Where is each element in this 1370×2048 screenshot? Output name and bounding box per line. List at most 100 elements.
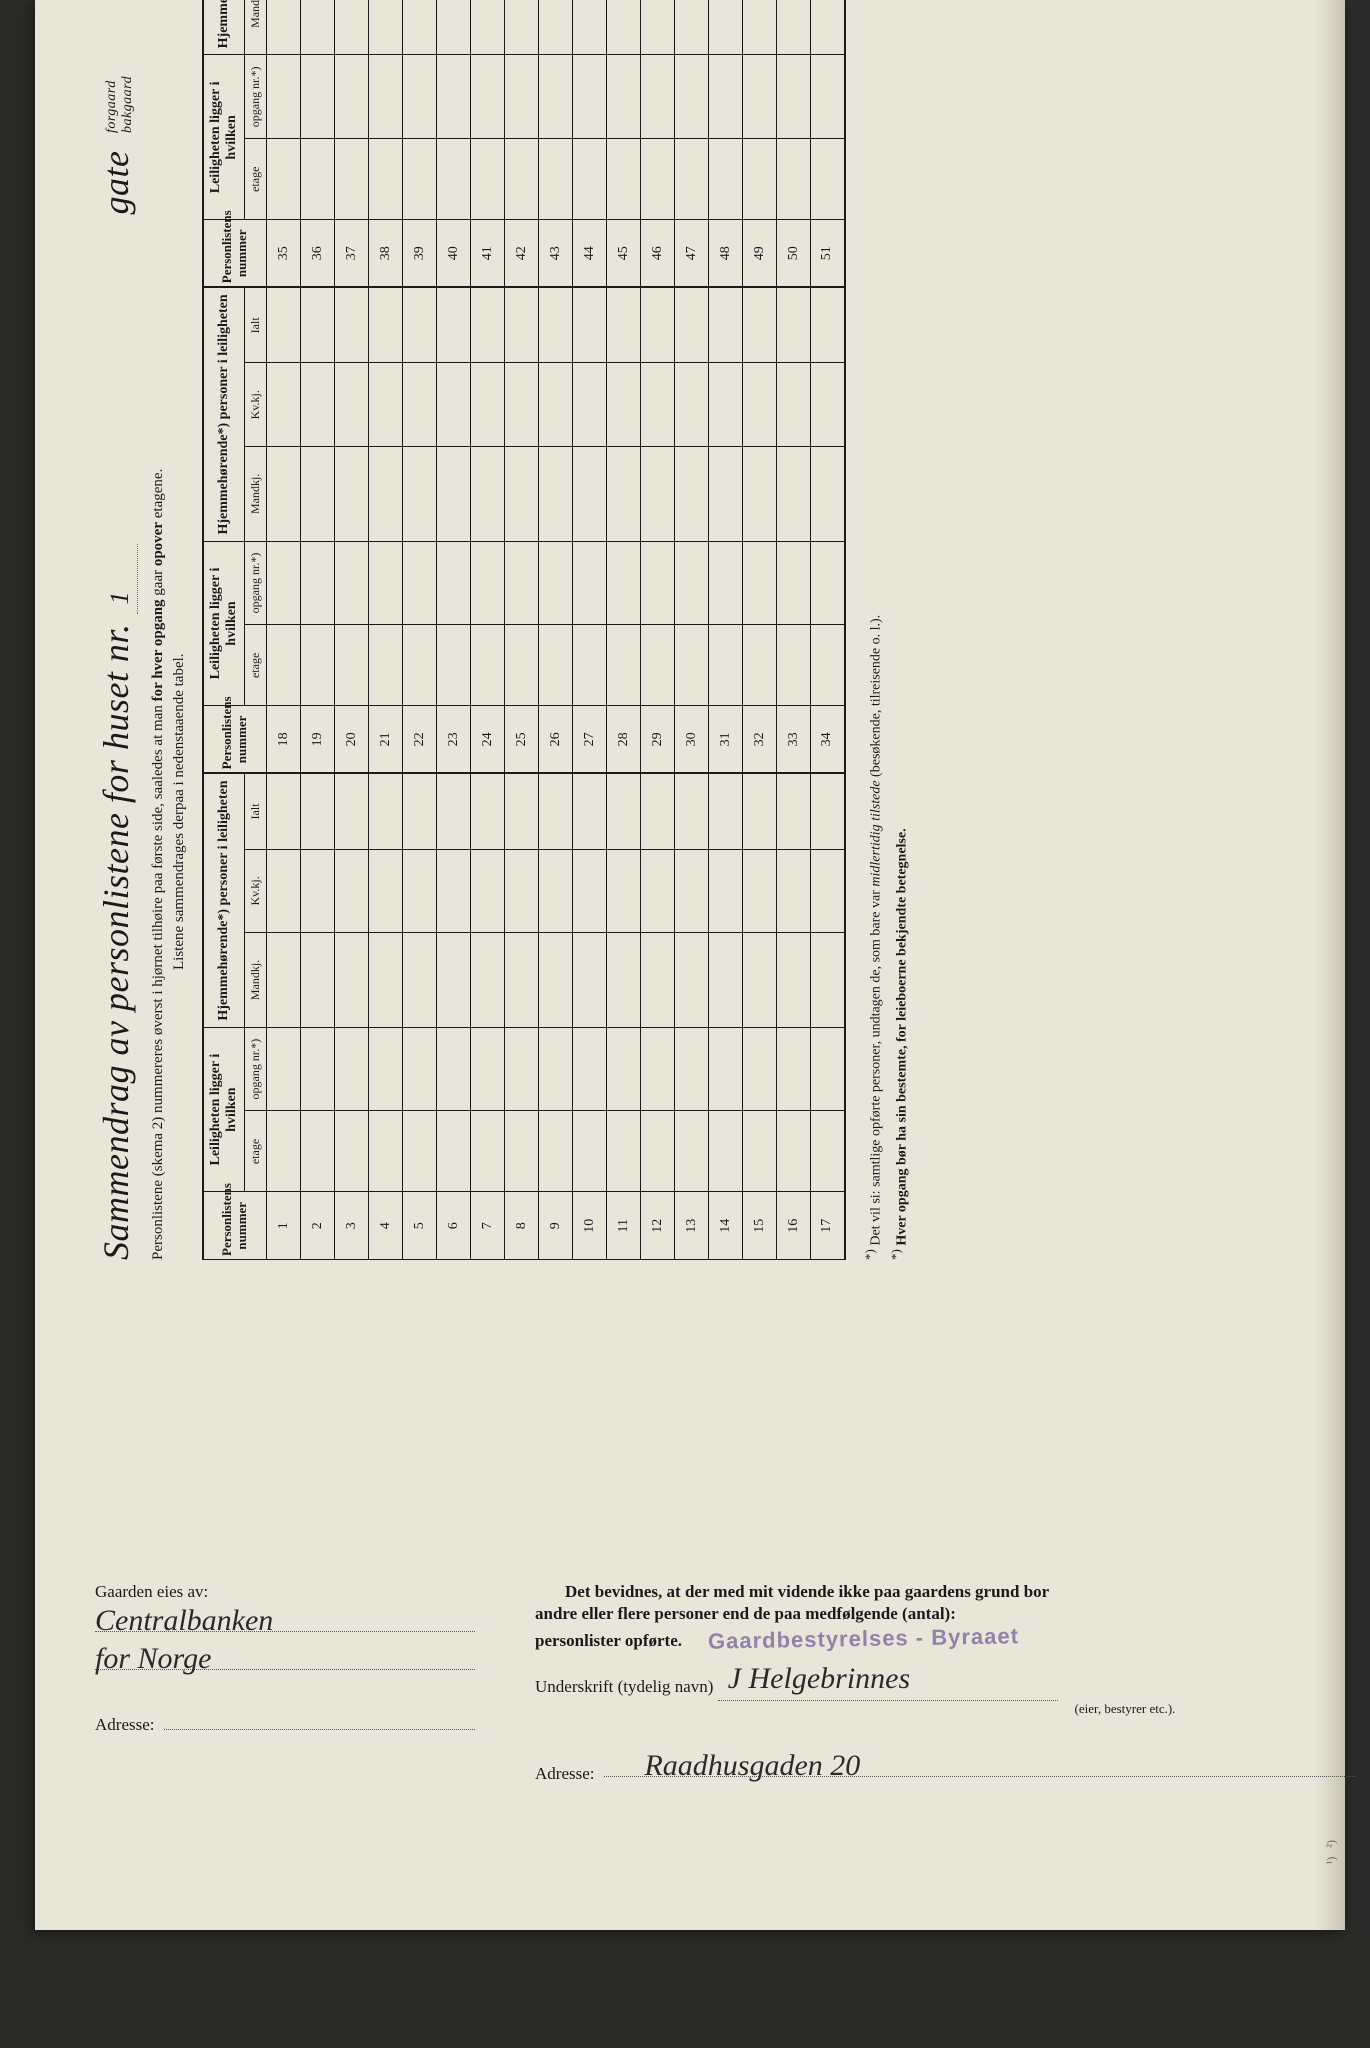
cell (777, 55, 811, 139)
th-opgang-3: opgang nr.*) (245, 55, 267, 139)
attest-line-3: personlister opførte. (535, 1631, 682, 1650)
cell (709, 1111, 743, 1192)
cell (607, 0, 641, 55)
cell (573, 0, 607, 55)
cell (811, 1027, 845, 1111)
cell (811, 139, 845, 220)
th-personlistens-nummer-3: Personlistens nummer (203, 220, 267, 288)
cell (369, 55, 403, 139)
fn1a: Det vil si: samtlige opførte personer, u… (868, 887, 883, 1246)
cell (777, 287, 811, 363)
cell (403, 287, 437, 363)
table-body: 1183521936320374213852239623407244182542… (267, 0, 845, 1260)
table-row: 143148 (709, 0, 743, 1260)
table-row: 163350 (777, 0, 811, 1260)
cell (369, 447, 403, 542)
cell (539, 933, 573, 1028)
cell (403, 849, 437, 933)
row-number: 13 (675, 1192, 709, 1260)
cell (539, 139, 573, 220)
cell (607, 1027, 641, 1111)
row-number: 31 (709, 706, 743, 774)
cell (811, 447, 845, 542)
row-number: 26 (539, 706, 573, 774)
cell (267, 0, 301, 55)
cell (437, 933, 471, 1028)
th-hjemmehorende-2: Hjemmehørende*) personer i leiligheten (203, 287, 245, 541)
cell (335, 0, 369, 55)
house-number-handwritten: 1 (105, 591, 134, 605)
cell (471, 447, 505, 542)
cell (437, 773, 471, 849)
th-personlistens-nummer-2: Personlistens nummer (203, 706, 267, 774)
cell (301, 1111, 335, 1192)
cell (301, 625, 335, 706)
row-number: 7 (471, 1192, 505, 1260)
cell (301, 541, 335, 625)
signature-field: J Helgebrinnes (718, 1666, 1058, 1701)
row-number: 50 (777, 220, 811, 288)
row-number: 41 (471, 220, 505, 288)
cell (811, 541, 845, 625)
cell (335, 55, 369, 139)
attest-address-label: Adresse: (535, 1764, 594, 1784)
table-row: 133047 (675, 0, 709, 1260)
cell (437, 55, 471, 139)
row-number: 11 (607, 1192, 641, 1260)
cell (743, 541, 777, 625)
cell (301, 55, 335, 139)
cell (709, 55, 743, 139)
cell (607, 55, 641, 139)
cell (403, 139, 437, 220)
th-mandkj-1: Mandkj. (245, 933, 267, 1028)
cell (743, 933, 777, 1028)
attest-line-2-text: andre eller flere personer end de paa me… (535, 1604, 956, 1623)
cell (607, 773, 641, 849)
house-number-field: 1 (95, 544, 138, 614)
cell (437, 849, 471, 933)
owner-line-1: Centralbanken (95, 1608, 475, 1632)
sub1a: Personlistene (skema 2) nummereres øvers… (150, 701, 166, 1260)
th-kvkj-1: Kv.kj. (245, 849, 267, 933)
table-row: 42138 (369, 0, 403, 1260)
cell (471, 933, 505, 1028)
owner-block: Gaarden eies av: Centralbanken for Norge… (95, 1582, 475, 1790)
row-number: 43 (539, 220, 573, 288)
cell (505, 849, 539, 933)
cell (301, 1027, 335, 1111)
row-number: 51 (811, 220, 845, 288)
row-number: 40 (437, 220, 471, 288)
row-number: 35 (267, 220, 301, 288)
cell (777, 933, 811, 1028)
th-kvkj-2: Kv.kj. (245, 363, 267, 447)
cell (743, 1111, 777, 1192)
cell (335, 287, 369, 363)
document-page: utfyld og le nings t Sammendrag av perso… (35, 0, 1345, 1930)
cell (709, 139, 743, 220)
cell (641, 287, 675, 363)
margin-sn-2: ²) (1324, 1840, 1338, 1848)
row-number: 30 (675, 706, 709, 774)
cell (437, 363, 471, 447)
cell (471, 287, 505, 363)
cell (335, 447, 369, 542)
row-number: 34 (811, 706, 845, 774)
cell (403, 773, 437, 849)
cell (369, 139, 403, 220)
cell (641, 1027, 675, 1111)
cell (777, 625, 811, 706)
cell (607, 363, 641, 447)
cell (607, 139, 641, 220)
cell (301, 363, 335, 447)
row-number: 46 (641, 220, 675, 288)
row-number: 5 (403, 1192, 437, 1260)
cell (709, 1027, 743, 1111)
th-hjemmehorende-3: Hjemmehørende*) personer i leiligheten (203, 0, 245, 55)
cell (335, 139, 369, 220)
cell (607, 849, 641, 933)
cell (607, 541, 641, 625)
cell (471, 363, 505, 447)
row-number: 19 (301, 706, 335, 774)
th-etage-1: etage (245, 1111, 267, 1192)
cell (505, 541, 539, 625)
